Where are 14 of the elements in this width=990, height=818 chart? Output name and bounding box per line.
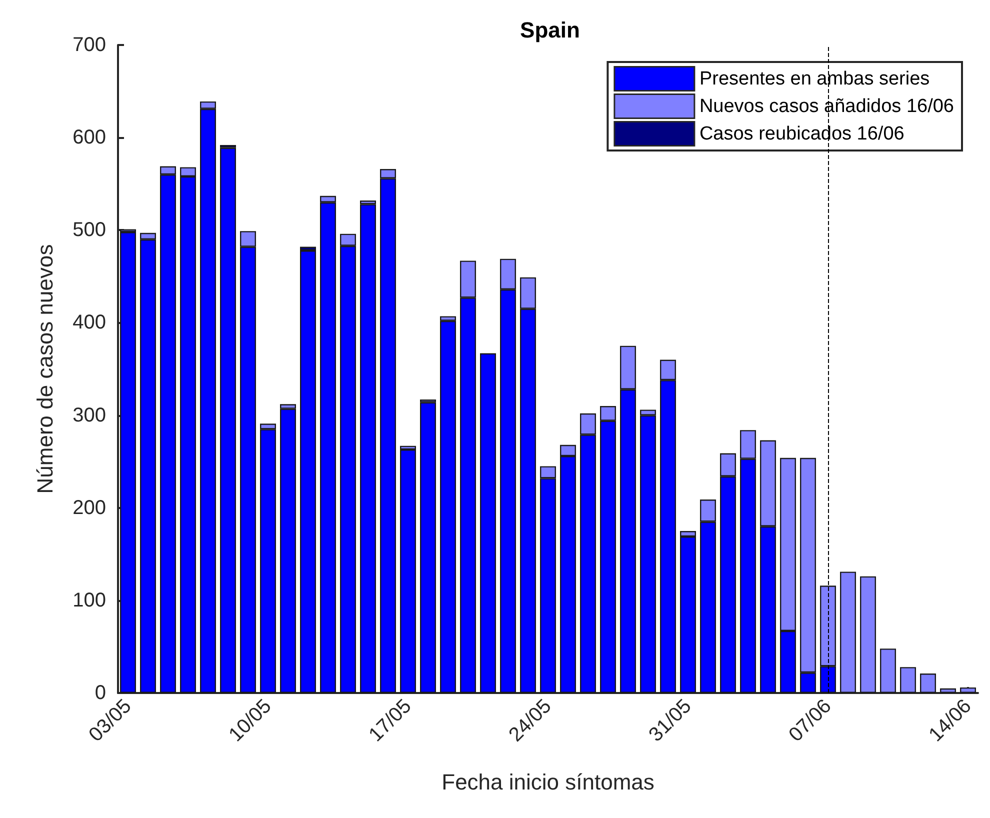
legend-label: Nuevos casos añadidos 16/06	[699, 96, 954, 117]
y-tick-label: 100	[72, 589, 106, 612]
x-axis-title: Fecha inicio síntomas	[442, 770, 654, 794]
y-tick-label: 700	[72, 34, 106, 56]
y-tick-label: 500	[72, 219, 106, 242]
y-tick-label: 300	[72, 404, 106, 426]
y-tick-label: 400	[72, 312, 106, 334]
y-axis-title: Número de casos nuevos	[32, 244, 58, 494]
y-tick-label: 0	[94, 682, 106, 704]
chart-title: Spain	[520, 18, 580, 42]
y-tick-label: 600	[72, 126, 106, 149]
legend-label: Presentes en ambas series	[699, 68, 930, 90]
y-tick-label: 200	[72, 496, 106, 519]
legend-label: Casos reubicados 16/06	[699, 123, 904, 144]
